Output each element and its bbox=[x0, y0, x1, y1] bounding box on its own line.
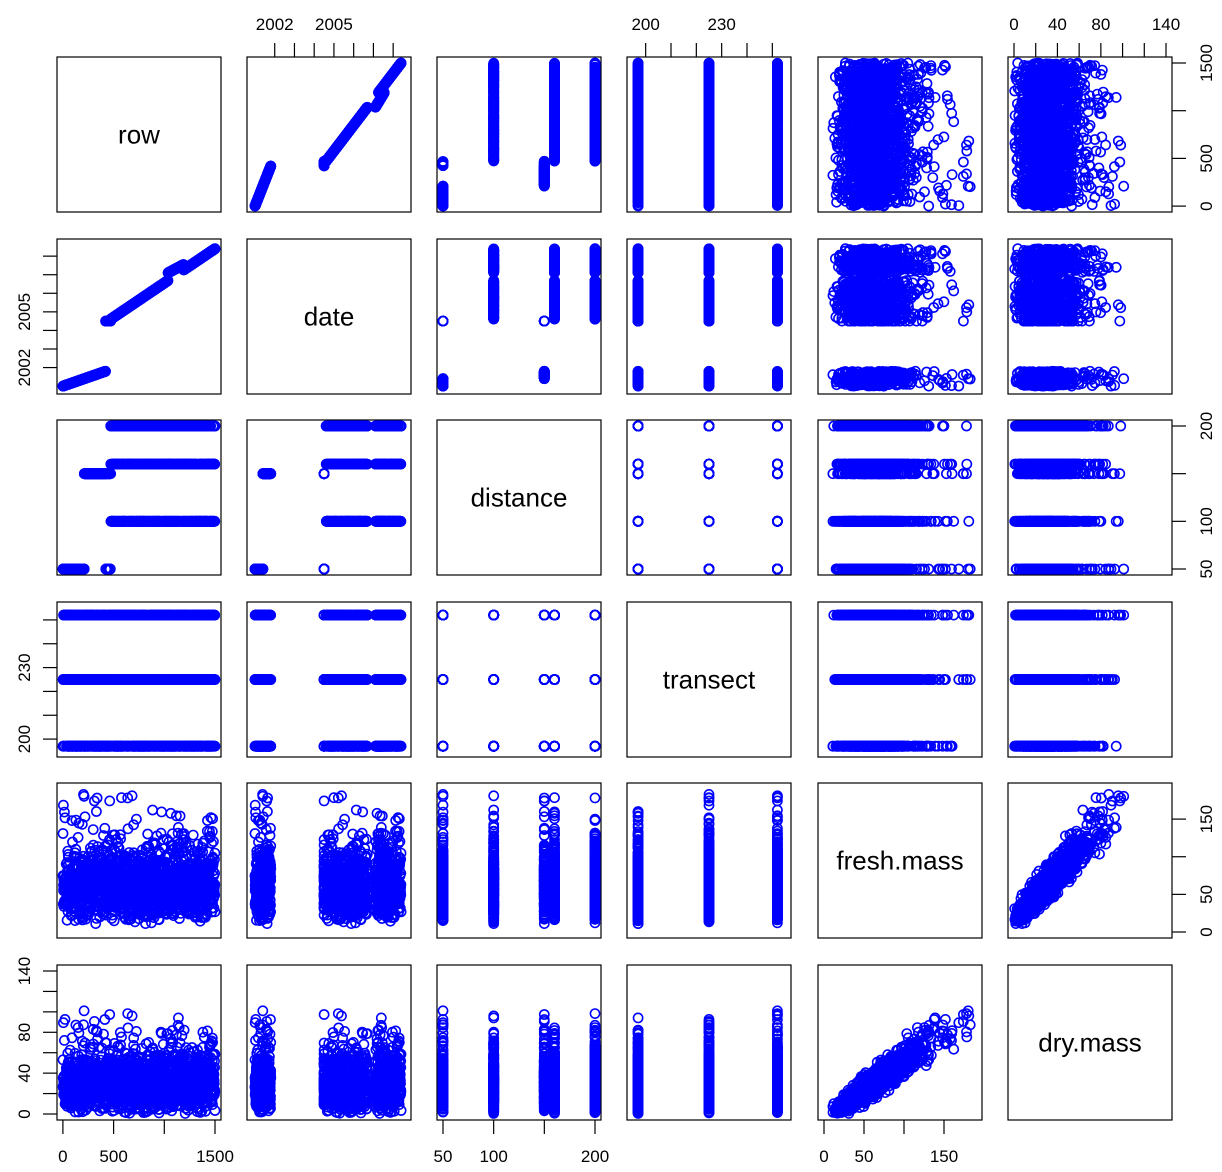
data-point bbox=[924, 201, 933, 210]
panel-frame bbox=[437, 57, 601, 212]
data-point bbox=[928, 173, 937, 182]
data-point bbox=[959, 157, 968, 166]
data-point bbox=[948, 170, 957, 179]
panel-row-vs-distance bbox=[437, 57, 601, 212]
panel-row-vs-transect bbox=[627, 57, 791, 212]
variable-label: row bbox=[118, 120, 160, 150]
panel-row-vs-fresh.mass bbox=[818, 57, 982, 212]
panel-row-vs-date bbox=[247, 57, 411, 212]
panels: rowdatedistancetransectfresh.massdry.mas… bbox=[57, 57, 1172, 1120]
panel-row-vs-row: row bbox=[57, 57, 221, 212]
